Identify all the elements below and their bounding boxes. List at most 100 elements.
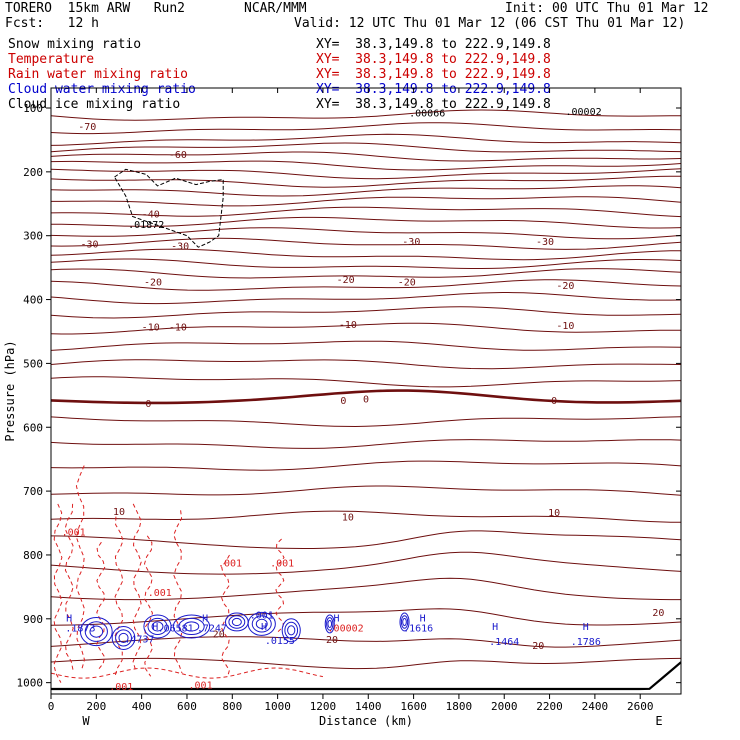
temperature-label: -20 [144, 278, 162, 289]
temperature-label: -30 [171, 241, 189, 252]
x-tick-label: 1800 [446, 700, 473, 713]
y-tick-label: 100 [23, 102, 43, 115]
temperature-label: 20 [213, 629, 225, 640]
isotherm [51, 185, 681, 197]
rain-label: .001 [218, 559, 242, 570]
legend-cloud-water: Cloud water mixing ratio [8, 82, 196, 97]
cloud-water-contour [89, 625, 104, 638]
cloud-water-contour [399, 612, 410, 632]
temperature-label: -20 [556, 281, 574, 292]
cloud-water-contour [228, 615, 246, 629]
x-tick-label: 200 [86, 700, 106, 713]
y-axis-title: Pressure (hPa) [3, 340, 17, 441]
cloud-ice-label: .00002 [565, 107, 601, 118]
temperature-label: -10 [556, 321, 574, 332]
isotherm [51, 306, 681, 319]
high-marker: H [152, 622, 158, 633]
isotherm [51, 359, 681, 370]
isotherm [51, 439, 681, 449]
isotherm [51, 322, 681, 335]
temperature-label: -70 [78, 122, 96, 133]
org-title: NCAR/MMM [244, 1, 307, 16]
cloud-ice-contour [114, 168, 224, 248]
cloud-water-label: .06581 [158, 624, 194, 635]
legend-cloud-ice: Cloud ice mixing ratio [8, 97, 181, 112]
rain-contour [64, 503, 74, 671]
west-label: W [82, 714, 90, 728]
high-marker: H [261, 622, 267, 633]
high-marker: H [492, 622, 498, 633]
temperature-label: -20 [398, 278, 416, 289]
isotherm [51, 122, 681, 135]
cloud-water-label: .7247 [197, 624, 227, 635]
model-title: TORERO 15km ARW Run2 [5, 1, 186, 16]
legend-rain: Rain water mixing ratio [8, 67, 189, 82]
cloud-water-contour [324, 614, 335, 634]
isotherm [51, 608, 681, 626]
cloud-water-contour [251, 615, 272, 633]
cloud-water-contour [143, 614, 172, 639]
isotherm [51, 237, 681, 250]
rain-contour [96, 541, 106, 671]
cloud-water-label: .1873 [65, 624, 95, 635]
snow-xy: XY= 38.3,149.8 to 222.9,149.8 [316, 37, 551, 52]
cloud-water-contour [151, 621, 164, 632]
temperature-label: 10 [113, 507, 125, 518]
isotherm [51, 160, 681, 171]
cloud-water-label: .1786 [571, 637, 601, 648]
rain-label: .001 [270, 559, 294, 570]
cloud-water-contour [281, 618, 301, 643]
east-label: E [655, 714, 662, 728]
isotherm [51, 175, 681, 188]
rain-contour [132, 503, 142, 671]
cloud-water-contour [326, 617, 334, 631]
x-tick-label: 1000 [264, 700, 291, 713]
cloud-water-label: .1616 [403, 624, 433, 635]
x-axis-title: Distance (km) [319, 714, 413, 728]
isotherm [51, 216, 681, 229]
x-tick-label: 2600 [627, 700, 654, 713]
valid-time: Valid: 12 UTC Thu 01 Mar 12 (06 CST Thu … [294, 16, 686, 31]
y-tick-label: 400 [23, 294, 43, 307]
temperature-label: -10 [142, 322, 160, 333]
cloud-water-contour [178, 617, 205, 636]
isotherm [51, 460, 681, 471]
temperature-label: 0 [363, 395, 369, 406]
cloud-water-label: .4737 [124, 635, 154, 646]
rain-contour [275, 538, 285, 632]
temperature-label: -10 [169, 322, 187, 333]
cloud-water-contour [400, 615, 409, 629]
temperature-label: 0 [145, 399, 151, 410]
y-tick-label: 600 [23, 421, 43, 434]
x-tick-label: 1600 [400, 700, 427, 713]
isotherm [51, 268, 681, 279]
isotherm [51, 636, 681, 648]
isotherm [51, 206, 681, 218]
cloud-water-contour [118, 632, 129, 644]
temperature-label: 10 [342, 513, 354, 524]
rain-contour [173, 510, 183, 674]
cloud-water-label: .001 [250, 610, 274, 621]
isotherm [51, 510, 681, 523]
x-tick-label: 1200 [310, 700, 337, 713]
isotherm [51, 133, 681, 146]
cloud-water-contour [231, 617, 242, 627]
x-tick-label: 600 [177, 700, 197, 713]
y-tick-label: 800 [23, 549, 43, 562]
cloud-water-contour [255, 618, 268, 630]
x-tick-label: 1400 [355, 700, 382, 713]
temperature-label: -30 [402, 237, 420, 248]
y-tick-label: 1000 [17, 677, 44, 690]
y-tick-label: 200 [23, 166, 43, 179]
temperature-label: 20 [652, 608, 664, 619]
isotherm [51, 551, 681, 575]
cloud-water-contour [183, 621, 200, 632]
temperature-label: -30 [536, 237, 554, 248]
cloud-water-contour [172, 614, 211, 639]
rain-contour [114, 516, 124, 677]
x-tick-label: 0 [48, 700, 55, 713]
temperature-label: 20 [532, 641, 544, 652]
plot-frame [50, 87, 682, 695]
isotherm [51, 142, 681, 153]
